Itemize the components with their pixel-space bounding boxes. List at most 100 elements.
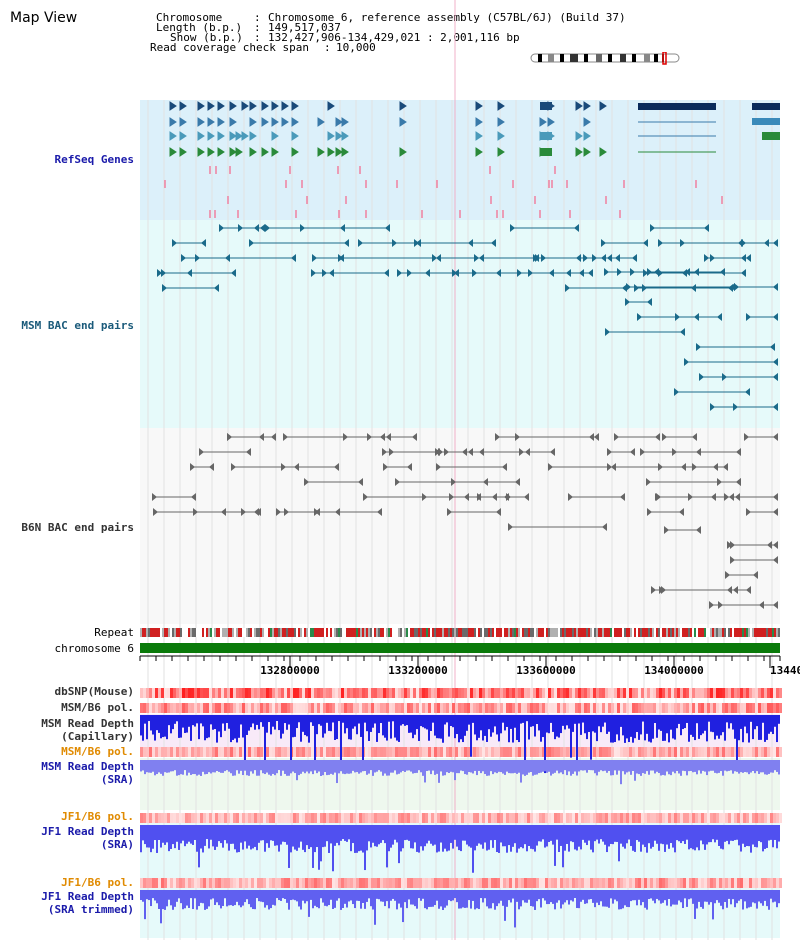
msm-sra-depth-bar xyxy=(454,760,456,781)
msm-sra-depth-bar xyxy=(532,760,534,776)
jf1-b6-pol-heat-cell xyxy=(341,878,344,888)
jf1-b6-pol-heat-cell xyxy=(200,813,203,823)
jf1-trim-depth-bar xyxy=(302,890,304,901)
jf1-sra-depth-bar xyxy=(742,825,744,844)
jf1-sra-depth-bar xyxy=(702,825,704,845)
dbsnp-heat-cell xyxy=(488,688,491,698)
dbsnp-heat-cell xyxy=(404,688,407,698)
dbsnp-heat-cell xyxy=(431,688,434,698)
msm-bac-pair-end xyxy=(684,358,689,366)
jf1-trim-depth-bar xyxy=(304,890,306,904)
b6n-bac-pair-end xyxy=(451,478,456,486)
msm-b6-pol-heat-cell xyxy=(446,703,449,713)
msm-cap-depth-bar xyxy=(366,715,368,732)
refseq-gene-marker xyxy=(207,117,215,127)
dbsnp-heat-cell xyxy=(308,688,311,698)
repeat-segment xyxy=(538,628,540,637)
msm-sra-depth-bar xyxy=(200,760,202,776)
msm-cap-depth-bar xyxy=(278,715,280,731)
repeat-segment xyxy=(218,628,220,637)
repeat-segment xyxy=(466,628,468,637)
jf1-b6-pol-heat-cell xyxy=(380,878,383,888)
jf1-trim-depth-bar xyxy=(204,890,206,910)
repeat-segment xyxy=(448,628,450,637)
msm-cap-depth-bar xyxy=(362,715,364,769)
msm-bac-pair-end xyxy=(601,239,606,247)
repeat-segment xyxy=(526,628,528,637)
msm-b6-pol-heat-cell xyxy=(578,703,581,713)
jf1-sra-depth-bar xyxy=(748,825,750,847)
b6n-bac-pair-end xyxy=(468,448,473,456)
dbsnp-heat-cell xyxy=(689,688,692,698)
dbsnp-heat-cell xyxy=(698,688,701,698)
dbsnp-heat-cell xyxy=(728,688,731,698)
b6n-bac-pair-end xyxy=(550,448,555,456)
dbsnp-heat-cell xyxy=(143,688,146,698)
jf1-sra-depth-bar xyxy=(582,825,584,840)
msm-cap-depth-bar xyxy=(296,715,298,729)
repeat-segment xyxy=(504,628,506,637)
msm-b6-pol-heat-cell xyxy=(323,703,326,713)
jf1-b6-pol-heat-cell xyxy=(338,813,341,823)
msm-b6-pol-heat-cell xyxy=(254,703,257,713)
msm-b6-pol-heat-cell xyxy=(587,703,590,713)
repeat-segment xyxy=(640,628,642,637)
msm-b6-pol-heat-cell xyxy=(647,747,650,757)
jf1-b6-pol-heat-cell xyxy=(425,878,428,888)
msm-b6-pol-heat-cell xyxy=(671,703,674,713)
jf1-trim-depth-bar xyxy=(552,890,554,904)
repeat-segment xyxy=(618,628,620,637)
jf1-trim-depth-bar xyxy=(600,890,602,902)
jf1-b6-pol-heat-cell xyxy=(764,878,767,888)
msm-bac-pair-end xyxy=(157,269,162,277)
repeat-segment xyxy=(484,628,486,637)
jf1-sra-depth-bar xyxy=(698,825,700,851)
b6n-bac-pair-end xyxy=(524,493,529,501)
jf1-b6-pol-heat-cell xyxy=(236,878,239,888)
jf1-b6-pol-heat-cell xyxy=(521,878,524,888)
refseq-gene-marker xyxy=(341,117,349,127)
msm-sra-depth-bar xyxy=(606,760,608,773)
msm-sra-depth-bar xyxy=(574,760,576,772)
dbsnp-heat-cell xyxy=(482,688,485,698)
msm-sra-depth-bar xyxy=(610,760,612,776)
msm-cap-depth-bar xyxy=(176,715,178,722)
msm-cap-depth-bar xyxy=(186,715,188,733)
dbsnp-heat-cell xyxy=(674,688,677,698)
dbsnp-heat-cell xyxy=(224,688,227,698)
msm-b6-pol-heat-cell xyxy=(659,703,662,713)
jf1-sra-depth-bar xyxy=(560,825,562,846)
msm-bac-pair-end xyxy=(685,268,690,276)
msm-b6-pol-heat-cell xyxy=(287,703,290,713)
msm-sra-depth-bar xyxy=(562,760,564,775)
jf1-b6-pol-heat-cell xyxy=(476,878,479,888)
jf1-b6-pol-heat-cell xyxy=(164,878,167,888)
msm-b6-pol-heat-cell xyxy=(476,703,479,713)
msm-sra-depth-bar xyxy=(230,760,232,774)
msm-cap-depth-bar xyxy=(488,715,490,730)
msm-sra-depth-bar xyxy=(232,760,234,776)
jf1-sra-depth-bar xyxy=(150,825,152,853)
repeat-segment xyxy=(292,628,294,637)
jf1-trim-depth-bar xyxy=(192,890,194,910)
label-b6n-bac[interactable]: B6N BAC end pairs xyxy=(21,521,134,534)
dbsnp-heat-cell xyxy=(656,688,659,698)
jf1-b6-pol-heat-cell xyxy=(206,813,209,823)
msm-b6-pol-heat-cell xyxy=(440,747,443,757)
jf1-sra-depth-bar xyxy=(718,825,720,846)
repeat-segment xyxy=(284,628,286,637)
b6n-bac-pair-end xyxy=(724,493,729,501)
dbsnp-heat-cell xyxy=(443,688,446,698)
jf1-b6-pol-heat-cell xyxy=(572,878,575,888)
label-refseq-genes[interactable]: RefSeq Genes xyxy=(54,153,134,166)
msm-bac-pair-end xyxy=(704,224,709,232)
jf1-b6-pol-heat-cell xyxy=(359,813,362,823)
jf1-b6-pol-heat-cell xyxy=(248,878,251,888)
msm-bac-pair-end xyxy=(201,239,206,247)
label-msm-bac[interactable]: MSM BAC end pairs xyxy=(21,319,134,332)
b6n-bac-pair-end xyxy=(271,433,276,441)
jf1-b6-pol-heat-cell xyxy=(515,878,518,888)
b6n-bac-pair-end xyxy=(568,493,573,501)
jf1-trim-depth-bar xyxy=(538,890,540,900)
jf1-b6-pol-heat-cell xyxy=(713,878,716,888)
